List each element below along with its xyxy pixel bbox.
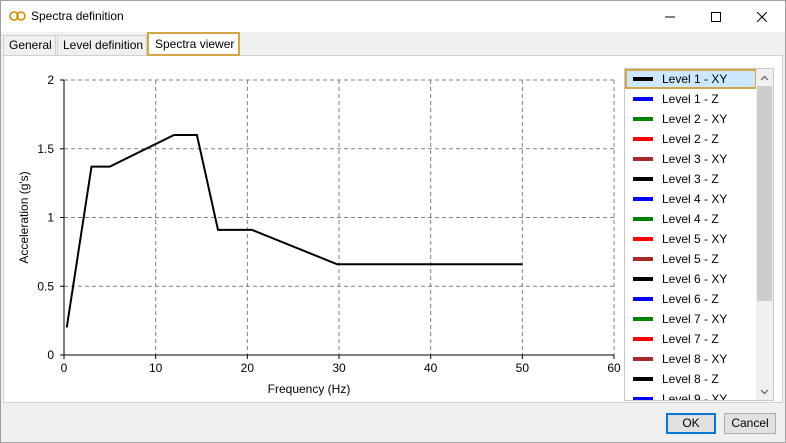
legend-item[interactable]: Level 7 - XY [625,309,757,329]
tab-spectra-viewer[interactable]: Spectra viewer [147,32,240,56]
scroll-up-button[interactable] [756,69,773,86]
legend-item[interactable]: Level 6 - Z [625,289,757,309]
chevron-up-icon [760,75,769,80]
legend-swatch [633,117,653,121]
legend-swatch [633,277,653,281]
chevron-down-icon [760,389,769,394]
maximize-button[interactable] [693,1,739,32]
legend-item[interactable]: Level 9 - XY [625,389,757,401]
y-tick-label: 0.5 [37,279,54,293]
legend-item-label: Level 8 - XY [662,352,728,366]
legend-swatch [633,397,653,400]
legend-item-label: Level 7 - Z [662,332,719,346]
legend-swatch [633,357,653,361]
tab-bar: General Level definition Spectra viewer [1,32,785,56]
legend-item-label: Level 9 - XY [662,392,728,401]
legend-item-label: Level 6 - Z [662,292,719,306]
legend-item-label: Level 4 - XY [662,192,728,206]
legend-swatch [633,177,653,181]
legend-items: Level 1 - XY Level 1 - Z Level 2 - XY Level… [625,69,757,401]
legend-item[interactable]: Level 1 - Z [625,89,757,109]
y-axis-label: Acceleration (g's) [17,171,31,263]
x-tick-label: 20 [241,361,255,375]
app-icon [9,11,26,21]
tab-level-definition[interactable]: Level definition [57,35,147,56]
y-tick-label: 1 [47,211,54,225]
legend-item-label: Level 5 - Z [662,252,719,266]
legend-list[interactable]: Level 1 - XY Level 1 - Z Level 2 - XY Level… [624,68,774,401]
legend-swatch [633,157,653,161]
legend-item[interactable]: Level 5 - Z [625,249,757,269]
minimize-icon [665,16,675,17]
x-axis-label: Frequency (Hz) [268,382,351,396]
y-tick-label: 0 [47,348,54,362]
legend-item[interactable]: Level 2 - Z [625,129,757,149]
maximize-icon [711,11,721,22]
legend-item[interactable]: Level 4 - XY [625,189,757,209]
legend-item-label: Level 1 - XY [662,72,728,86]
x-tick-label: 40 [424,361,438,375]
legend-swatch [633,297,653,301]
legend-item[interactable]: Level 3 - XY [625,149,757,169]
spectra-chart: 0 10 20 30 40 50 60 0 0.5 1 1.5 2 Frequency (Hz) Acce… [4,56,624,404]
x-tick-label: 50 [516,361,530,375]
x-tick-label: 10 [149,361,163,375]
legend-item-label: Level 6 - XY [662,272,728,286]
legend-item-label: Level 5 - XY [662,232,728,246]
legend-item-label: Level 4 - Z [662,212,719,226]
y-tick-label: 2 [47,73,54,87]
legend-scrollbar[interactable] [756,69,773,400]
legend-item[interactable]: Level 5 - XY [625,229,757,249]
legend-item[interactable]: Level 8 - Z [625,369,757,389]
legend-item-label: Level 8 - Z [662,372,719,386]
legend-item[interactable]: Level 2 - XY [625,109,757,129]
y-tick-label: 1.5 [37,142,54,156]
ok-button[interactable]: OK [666,413,716,434]
scroll-thumb[interactable] [757,86,772,301]
legend-swatch [633,97,653,101]
legend-item-label: Level 1 - Z [662,92,719,106]
legend-swatch [633,377,653,381]
legend-item[interactable]: Level 8 - XY [625,349,757,369]
close-icon [757,11,767,22]
legend-swatch [633,77,653,81]
window-title: Spectra definition [31,9,124,23]
x-tick-label: 60 [607,361,621,375]
legend-swatch [633,197,653,201]
cancel-button[interactable]: Cancel [724,413,776,434]
title-bar: Spectra definition [1,1,785,32]
legend-swatch [633,257,653,261]
legend-swatch [633,337,653,341]
legend-item[interactable]: Level 7 - Z [625,329,757,349]
scroll-down-button[interactable] [756,383,773,400]
close-button[interactable] [739,1,785,32]
legend-item-label: Level 2 - Z [662,132,719,146]
legend-item[interactable]: Level 1 - XY [625,69,757,89]
x-tick-label: 0 [61,361,68,375]
x-tick-label: 30 [332,361,346,375]
tab-general[interactable]: General [3,35,56,56]
legend-item-label: Level 7 - XY [662,312,728,326]
legend-swatch [633,137,653,141]
legend-item[interactable]: Level 6 - XY [625,269,757,289]
legend-item[interactable]: Level 4 - Z [625,209,757,229]
legend-item[interactable]: Level 3 - Z [625,169,757,189]
legend-item-label: Level 3 - XY [662,152,728,166]
legend-item-label: Level 2 - XY [662,112,728,126]
legend-swatch [633,237,653,241]
legend-swatch [633,317,653,321]
series-line [65,134,523,328]
legend-item-label: Level 3 - Z [662,172,719,186]
spectra-viewer-panel: 0 10 20 30 40 50 60 0 0.5 1 1.5 2 Frequency (Hz) Acce… [3,55,783,403]
minimize-button[interactable] [647,1,693,32]
legend-swatch [633,217,653,221]
chart-svg: 0 10 20 30 40 50 60 0 0.5 1 1.5 2 Frequency (Hz) Acce… [17,73,621,396]
